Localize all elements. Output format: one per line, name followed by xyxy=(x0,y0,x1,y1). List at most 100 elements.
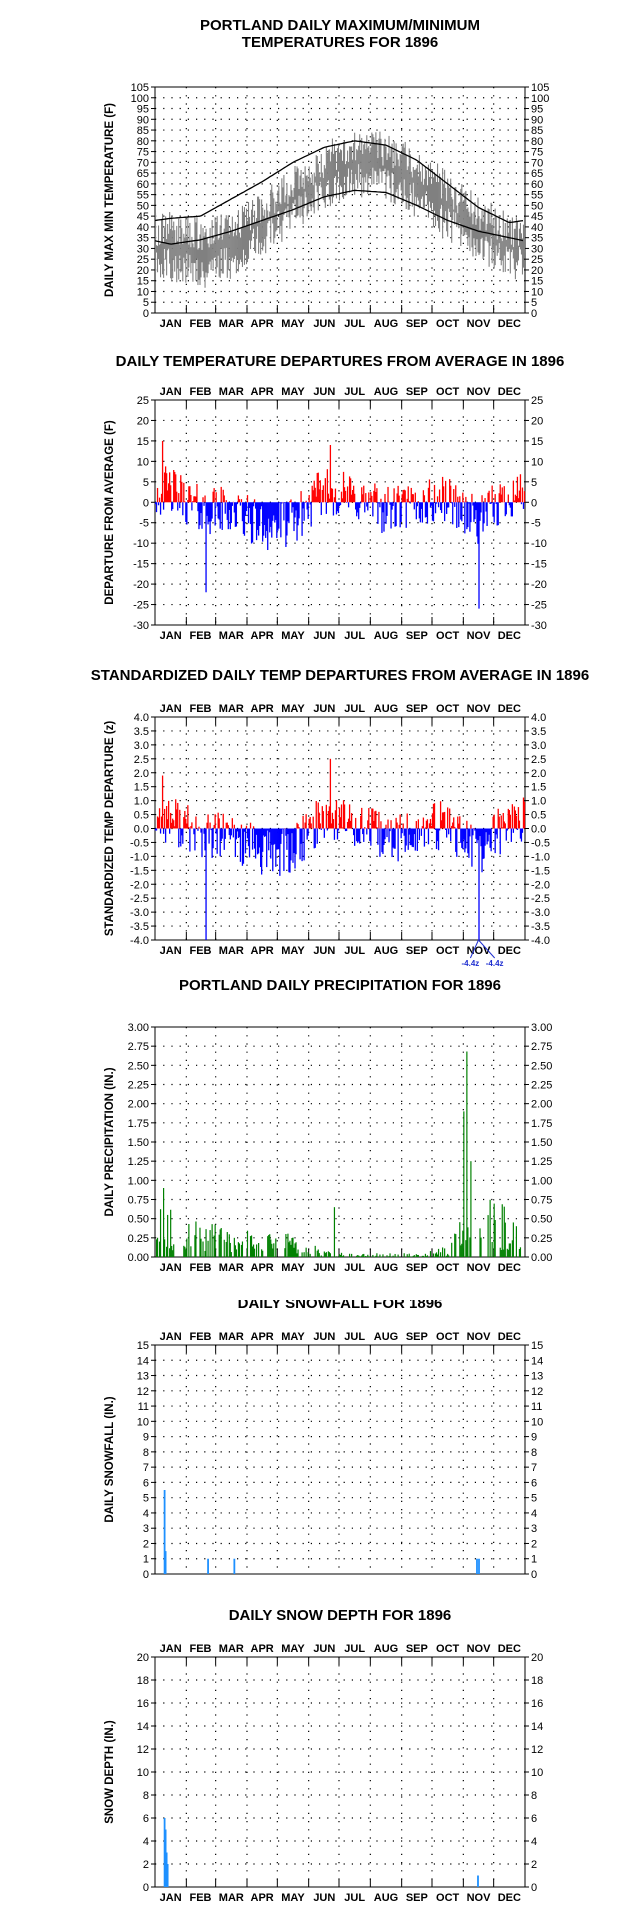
data-marks xyxy=(163,1818,479,1887)
y-tick-label-left: 85 xyxy=(137,125,149,137)
y-axis-label: STANDARDIZED TEMP DEPARTURE (z) xyxy=(104,721,116,936)
y-tick-label-right: 2 xyxy=(531,1538,537,1550)
month-label-top: AUG xyxy=(374,1331,398,1343)
y-tick-label-right: -2.5 xyxy=(531,893,550,905)
y-tick-label-right: 12 xyxy=(531,1386,543,1398)
month-label-top: JUN xyxy=(313,1331,335,1343)
month-label-bottom: OCT xyxy=(436,945,460,957)
y-tick-label-left: -3.0 xyxy=(130,907,149,919)
y-tick-label-right: -4.0 xyxy=(531,935,550,947)
chart-title-line: TEMPERATURES FOR 1896 xyxy=(242,34,438,51)
y-tick-label-right: 105 xyxy=(531,82,549,94)
month-label-bottom: FEB xyxy=(189,318,211,330)
y-tick-label-right: 0.0 xyxy=(531,824,546,836)
month-label-top: JAN xyxy=(160,703,182,715)
month-label-bottom: DEC xyxy=(498,1262,521,1274)
chart-title-line: DAILY TEMPERATURE DEPARTURES FROM AVERAG… xyxy=(116,353,565,370)
y-tick-label-right: -3.0 xyxy=(531,907,550,919)
plot-frame xyxy=(154,399,526,626)
month-label-bottom: JAN xyxy=(160,1262,182,1274)
y-tick-label-left: 15 xyxy=(137,436,149,448)
y-tick-label-left: 0.25 xyxy=(128,1233,149,1245)
month-label-bottom: JUL xyxy=(344,630,365,642)
y-tick-label-left: 2.00 xyxy=(128,1099,149,1111)
y-tick-label-left: 2.0 xyxy=(134,768,149,780)
y-tick-label-right: -2.0 xyxy=(531,879,550,891)
month-label-top: JUN xyxy=(313,386,335,398)
y-tick-label-right: 20 xyxy=(531,265,543,277)
y-tick-label-left: -5 xyxy=(139,518,149,530)
y-tick-label-left: 6 xyxy=(143,1477,149,1489)
y-axis-label: DEPARTURE FROM AVERAGE (F) xyxy=(104,420,116,605)
month-label-top: AUG xyxy=(374,386,398,398)
month-label-bottom: OCT xyxy=(436,630,460,642)
y-tick-label-right: 3.00 xyxy=(531,1022,552,1034)
y-tick-label-left: -15 xyxy=(133,559,149,571)
month-label-top: JUL xyxy=(344,703,365,715)
y-tick-label-left: 1.75 xyxy=(128,1118,149,1130)
month-label-top: MAY xyxy=(281,386,305,398)
y-tick-label-right: 5 xyxy=(531,297,537,309)
month-label-bottom: NOV xyxy=(467,945,492,957)
y-tick-label-right: 10 xyxy=(531,456,543,468)
month-label-bottom: APR xyxy=(251,318,274,330)
y-tick-label-right: 30 xyxy=(531,243,543,255)
month-label-bottom: MAY xyxy=(281,630,305,642)
y-tick-label-left: -25 xyxy=(133,600,149,612)
y-tick-label-right: 8 xyxy=(531,1790,537,1802)
y-tick-label-left: 11 xyxy=(138,1401,149,1413)
y-tick-label-left: 2.5 xyxy=(134,754,149,766)
panel-max-min-temperatures: PORTLAND DAILY MAXIMUM/MINIMUM TEMPERATUR… xyxy=(0,0,642,330)
y-tick-label-left: 2 xyxy=(143,1538,149,1550)
y-tick-label-right: -3.5 xyxy=(531,921,550,933)
y-tick-label-right: -15 xyxy=(531,559,547,571)
month-label-top: SEP xyxy=(406,1331,428,1343)
y-tick-label-left: 2.25 xyxy=(128,1080,149,1092)
y-tick-label-left: 16 xyxy=(137,1698,149,1710)
plot-frame xyxy=(154,86,526,314)
y-tick-label-left: 0.5 xyxy=(134,810,149,822)
y-tick-label-left: 8 xyxy=(143,1790,149,1802)
y-tick-label-right: 20 xyxy=(531,415,543,427)
month-label-top: JUL xyxy=(344,386,365,398)
y-tick-label-right: 1.5 xyxy=(531,782,546,794)
month-label-top: DEC xyxy=(498,1331,521,1343)
month-label-bottom: JUL xyxy=(344,1892,365,1904)
y-tick-label-right: 0.75 xyxy=(531,1195,552,1207)
y-axis-label: DAILY MAX MIN TEMPERATURE (F) xyxy=(104,103,116,297)
y-tick-label-left: -1.5 xyxy=(130,865,149,877)
y-tick-label-right: 14 xyxy=(531,1355,543,1367)
y-tick-label-right: 3.5 xyxy=(531,726,546,738)
data-marks xyxy=(154,131,526,288)
grid-lines xyxy=(155,1345,525,1574)
y-tick-label-right: 4 xyxy=(531,1836,537,1848)
y-tick-label-right: 1.0 xyxy=(531,796,546,808)
month-label-bottom: AUG xyxy=(374,630,398,642)
month-label-top: SEP xyxy=(406,386,428,398)
normal-line xyxy=(154,140,524,224)
month-label-top: OCT xyxy=(436,1643,460,1655)
y-tick-label-left: 9 xyxy=(143,1432,149,1444)
y-tick-label-right: 70 xyxy=(531,157,543,169)
y-tick-label-left: 0 xyxy=(143,1882,149,1894)
y-tick-label-left: 105 xyxy=(131,82,149,94)
y-tick-label-right: 0.50 xyxy=(531,1214,552,1226)
y-tick-label-right: -0.5 xyxy=(531,837,550,849)
month-label-top: DEC xyxy=(498,703,521,715)
data-marks xyxy=(154,758,526,940)
y-tick-label-right: -25 xyxy=(531,600,547,612)
month-label-bottom: DEC xyxy=(498,1892,521,1904)
y-tick-label-left: 0.00 xyxy=(128,1252,149,1264)
chart-title-line: DAILY SNOWFALL FOR 1896 xyxy=(238,1300,443,1312)
month-label-top: APR xyxy=(251,1643,274,1655)
y-tick-label-right: 2.0 xyxy=(531,768,546,780)
month-label-bottom: SEP xyxy=(406,318,428,330)
grid-lines xyxy=(155,1027,525,1257)
y-tick-label-right: 0 xyxy=(531,1882,537,1894)
y-tick-label-right: 18 xyxy=(531,1675,543,1687)
month-label-top: JAN xyxy=(160,386,182,398)
month-label-bottom: JAN xyxy=(160,318,182,330)
y-tick-label-left: 1.50 xyxy=(128,1137,149,1149)
y-tick-label-left: 65 xyxy=(137,168,149,180)
